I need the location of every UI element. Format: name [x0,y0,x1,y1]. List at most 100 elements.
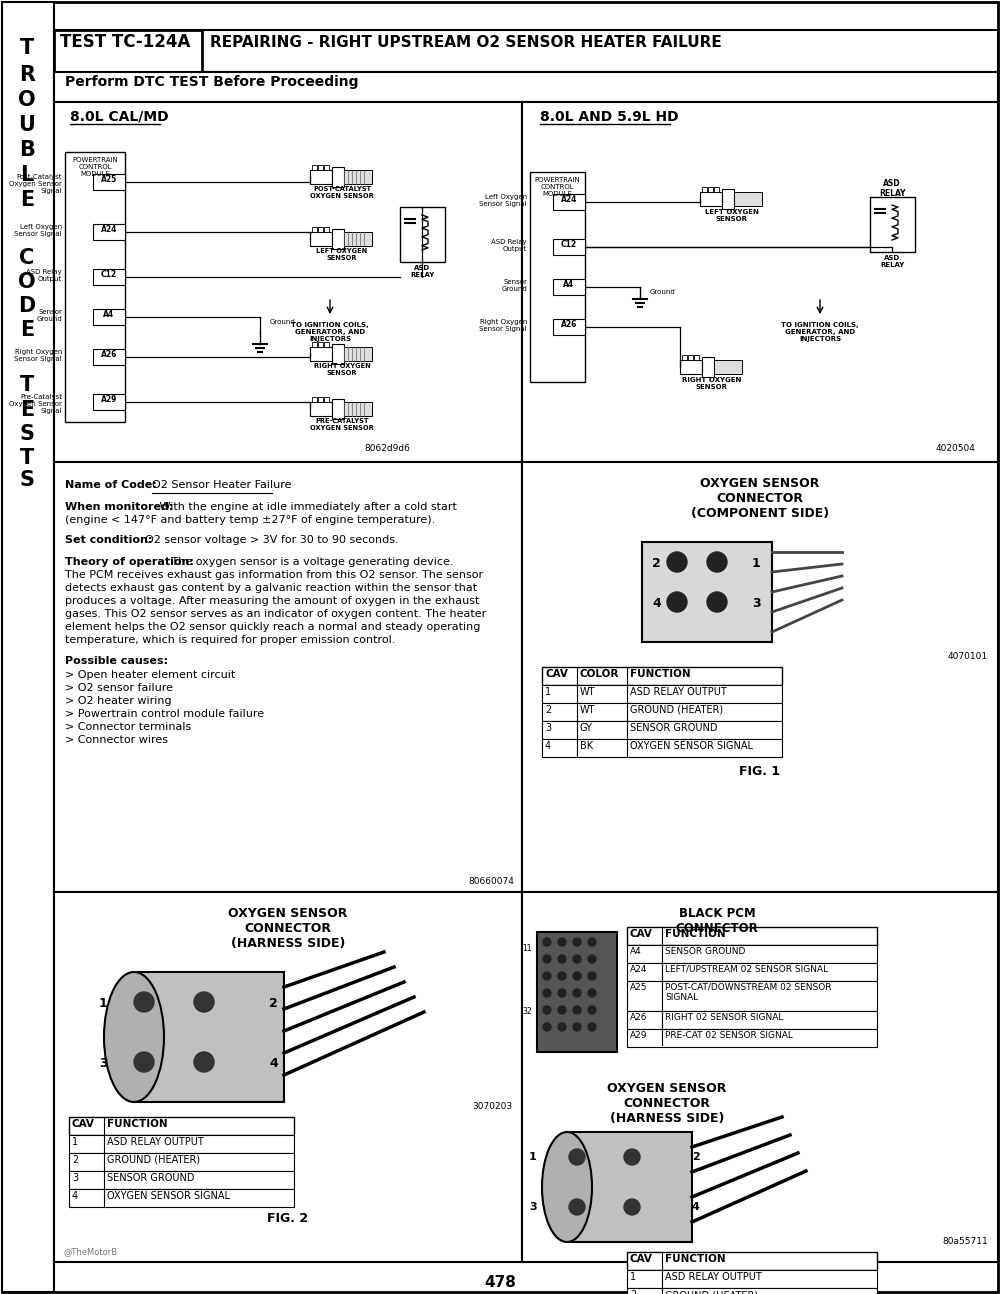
Text: CAV: CAV [72,1119,95,1128]
Text: > Powertrain control module failure: > Powertrain control module failure [65,709,264,719]
Bar [318,342,323,347]
Text: TO IGNITION COILS,
GENERATOR, AND
INJECTORS: TO IGNITION COILS, GENERATOR, AND INJECT… [781,322,859,342]
Circle shape [573,1005,581,1014]
Circle shape [573,989,581,996]
Text: T: T [20,38,34,58]
Text: B: B [19,140,35,160]
Bar [567,1132,692,1242]
Text: 4020504: 4020504 [935,444,975,453]
Circle shape [667,591,687,612]
Bar [627,1011,877,1029]
Bar [694,355,699,360]
Bar [93,309,125,325]
Circle shape [194,1052,214,1071]
Text: WT: WT [580,705,596,716]
Bar [344,402,372,415]
Bar [2,3,54,1291]
Circle shape [588,955,596,963]
Text: A4: A4 [103,311,115,320]
Text: R: R [19,65,35,85]
Text: GROUND (HEATER): GROUND (HEATER) [107,1156,200,1165]
Text: A4: A4 [563,280,575,289]
Text: 4070101: 4070101 [948,652,988,661]
Text: LEFT OXYGEN
SENSOR: LEFT OXYGEN SENSOR [316,248,368,261]
Bar [708,188,713,192]
Text: With the engine at idle immediately after a cold start: With the engine at idle immediately afte… [156,502,457,512]
Bar [93,224,125,239]
Text: FIG. 1: FIG. 1 [739,765,781,778]
Bar [344,170,372,184]
Text: The oxygen sensor is a voltage generating device.: The oxygen sensor is a voltage generatin… [168,556,454,567]
Bar [54,72,998,102]
Text: LEFT/UPSTREAM 02 SENSOR SIGNAL: LEFT/UPSTREAM 02 SENSOR SIGNAL [665,965,828,974]
Text: Left Oxygen
Sensor Signal: Left Oxygen Sensor Signal [14,224,62,237]
Bar [627,1253,877,1269]
Text: detects exhaust gas content by a galvanic reaction within the sensor that: detects exhaust gas content by a galvani… [65,584,477,593]
Text: E: E [20,190,34,210]
Text: ASD RELAY OUTPUT: ASD RELAY OUTPUT [107,1137,204,1146]
Bar [324,226,329,232]
Text: A26: A26 [101,349,117,358]
Circle shape [543,972,551,980]
Bar [522,462,998,892]
Text: 2: 2 [269,996,278,1011]
Circle shape [573,972,581,980]
Text: CAV: CAV [630,1254,653,1264]
Text: (engine < 147°F and battery temp ±27°F of engine temperature).: (engine < 147°F and battery temp ±27°F o… [65,515,435,525]
Text: 80660074: 80660074 [468,877,514,886]
Bar [734,192,762,206]
Bar [324,342,329,347]
Bar [542,739,782,757]
Text: Left Oxygen
Sensor Signal: Left Oxygen Sensor Signal [479,194,527,207]
Text: 1: 1 [545,687,551,697]
Bar [54,30,202,72]
Circle shape [134,1052,154,1071]
Text: element helps the O2 sensor quickly reach a normal and steady operating: element helps the O2 sensor quickly reac… [65,622,480,631]
Text: temperature, which is required for proper emission control.: temperature, which is required for prope… [65,635,395,644]
Circle shape [588,972,596,980]
Text: S: S [20,470,34,490]
Text: ASD
RELAY: ASD RELAY [410,265,435,278]
Text: When monitored:: When monitored: [65,502,173,512]
Bar [702,357,714,377]
Text: 2: 2 [72,1156,78,1165]
Text: TEST TC-124A: TEST TC-124A [60,34,190,50]
Bar [312,397,317,402]
Text: OXYGEN SENSOR
CONNECTOR
(HARNESS SIDE): OXYGEN SENSOR CONNECTOR (HARNESS SIDE) [228,907,348,950]
Text: > O2 sensor failure: > O2 sensor failure [65,683,173,694]
Text: CAV: CAV [545,669,568,679]
Text: O: O [18,91,36,110]
Circle shape [558,1024,566,1031]
Bar [553,320,585,335]
Text: A24: A24 [101,225,117,234]
Bar [324,166,329,170]
Text: FUNCTION: FUNCTION [665,929,726,939]
Text: OXYGEN SENSOR SIGNAL: OXYGEN SENSOR SIGNAL [630,741,753,751]
Circle shape [558,972,566,980]
Circle shape [667,553,687,572]
Bar [134,972,284,1102]
Text: Sensor
Ground: Sensor Ground [36,309,62,322]
Text: T: T [20,375,34,395]
Text: 2: 2 [630,1290,636,1294]
Bar [93,269,125,285]
Bar [69,1153,294,1171]
Bar [318,226,323,232]
Bar [69,1171,294,1189]
Text: GY: GY [580,723,593,732]
Circle shape [588,1024,596,1031]
Text: C12: C12 [101,270,117,280]
Text: A24: A24 [561,195,577,204]
Bar [627,1288,877,1294]
Text: > Open heater element circuit: > Open heater element circuit [65,670,235,681]
Text: FIG. 2: FIG. 2 [267,1212,309,1225]
Text: LEFT OXYGEN
SENSOR: LEFT OXYGEN SENSOR [705,210,759,223]
Text: Right Oxygen
Sensor Signal: Right Oxygen Sensor Signal [479,320,527,333]
Text: @TheMotorB: @TheMotorB [64,1247,118,1256]
Text: E: E [20,400,34,421]
Text: Name of Code:: Name of Code: [65,480,157,490]
Bar [627,945,877,963]
Bar [542,721,782,739]
Circle shape [558,938,566,946]
Bar [530,172,585,382]
